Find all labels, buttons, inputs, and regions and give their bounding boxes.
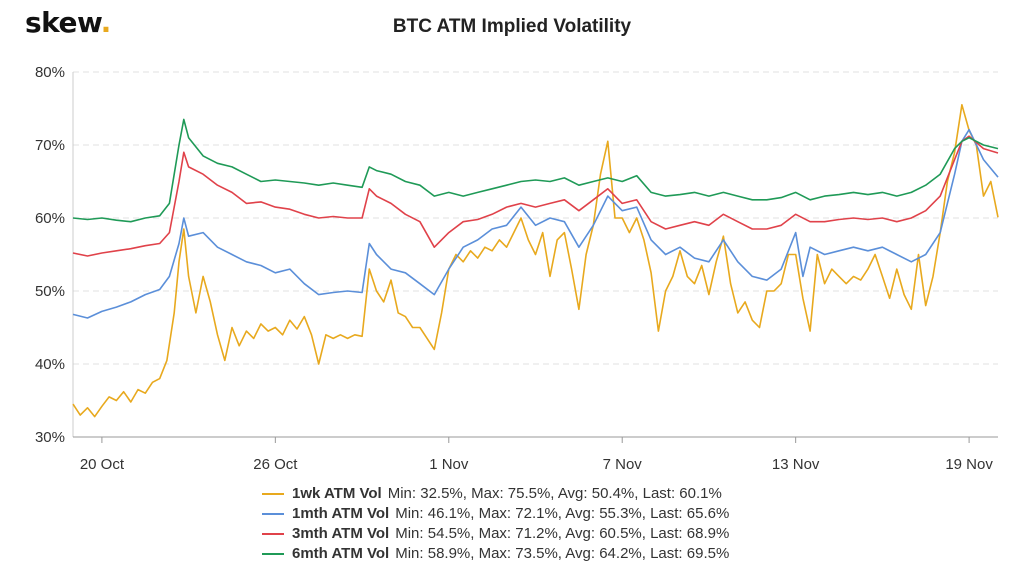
legend-item[interactable]: 6mth ATM Vol Min: 58.9%, Max: 73.5%, Avg:…: [262, 544, 729, 564]
legend-series-name: 1wk ATM Vol: [292, 485, 382, 502]
y-axis: 30% 40% 50% 60% 70% 80%: [35, 64, 74, 446]
x-tick-label: 20 Oct: [80, 456, 125, 473]
y-tick-label: 60%: [35, 210, 65, 227]
x-tick-label: 26 Oct: [253, 456, 298, 473]
skew-logo: skew.: [25, 6, 111, 39]
legend-series-name: 1mth ATM Vol: [292, 505, 390, 522]
x-tick-label: 19 Nov: [945, 456, 993, 473]
chart-title: BTC ATM Implied Volatility: [392, 16, 632, 37]
legend-swatch: [262, 513, 284, 515]
logo-text: skew: [25, 6, 101, 39]
logo-dot: .: [100, 6, 112, 39]
y-tick-label: 70%: [35, 137, 65, 154]
legend-series-stats: Min: 54.5%, Max: 71.2%, Avg: 60.5%, Last…: [395, 525, 730, 542]
series-line-3: [72, 118, 999, 223]
series-line-1: [72, 128, 999, 319]
y-tick-label: 30%: [35, 429, 65, 446]
grid-lines: [73, 71, 998, 365]
y-tick-label: 50%: [35, 283, 65, 300]
legend-series-stats: Min: 46.1%, Max: 72.1%, Avg: 55.3%, Last…: [395, 505, 730, 522]
series-line-2: [72, 135, 999, 257]
legend-series-stats: Min: 58.9%, Max: 73.5%, Avg: 64.2%, Last…: [395, 545, 730, 562]
legend-series-stats: Min: 32.5%, Max: 75.5%, Avg: 50.4%, Last…: [387, 485, 722, 502]
legend-series-name: 6mth ATM Vol: [292, 545, 390, 562]
legend-swatch: [262, 533, 284, 535]
y-tick-label: 80%: [35, 64, 65, 81]
y-tick-label: 40%: [35, 356, 65, 373]
legend-series-name: 3mth ATM Vol: [292, 525, 390, 542]
legend-item[interactable]: 1wk ATM Vol Min: 32.5%, Max: 75.5%, Avg: …: [262, 484, 729, 504]
chart-plot-area: 30% 40% 50% 60% 70% 80% 20 Oct 26 Oct 1 Nov 7 No…: [35, 64, 999, 473]
x-tick-label: 7 Nov: [603, 456, 643, 473]
x-axis: 20 Oct 26 Oct 1 Nov 7 Nov 13 Nov 19 Nov: [73, 436, 998, 473]
series-line-0: [72, 104, 999, 418]
legend-swatch: [262, 493, 284, 495]
legend-item[interactable]: 3mth ATM Vol Min: 54.5%, Max: 71.2%, Avg:…: [262, 524, 729, 544]
legend-item[interactable]: 1mth ATM Vol Min: 46.1%, Max: 72.1%, Avg:…: [262, 504, 729, 524]
chart-legend: 1wk ATM Vol Min: 32.5%, Max: 75.5%, Avg: …: [262, 484, 729, 564]
legend-swatch: [262, 553, 284, 555]
x-tick-label: 13 Nov: [772, 456, 820, 473]
series-lines: [72, 104, 999, 418]
x-tick-label: 1 Nov: [429, 456, 469, 473]
